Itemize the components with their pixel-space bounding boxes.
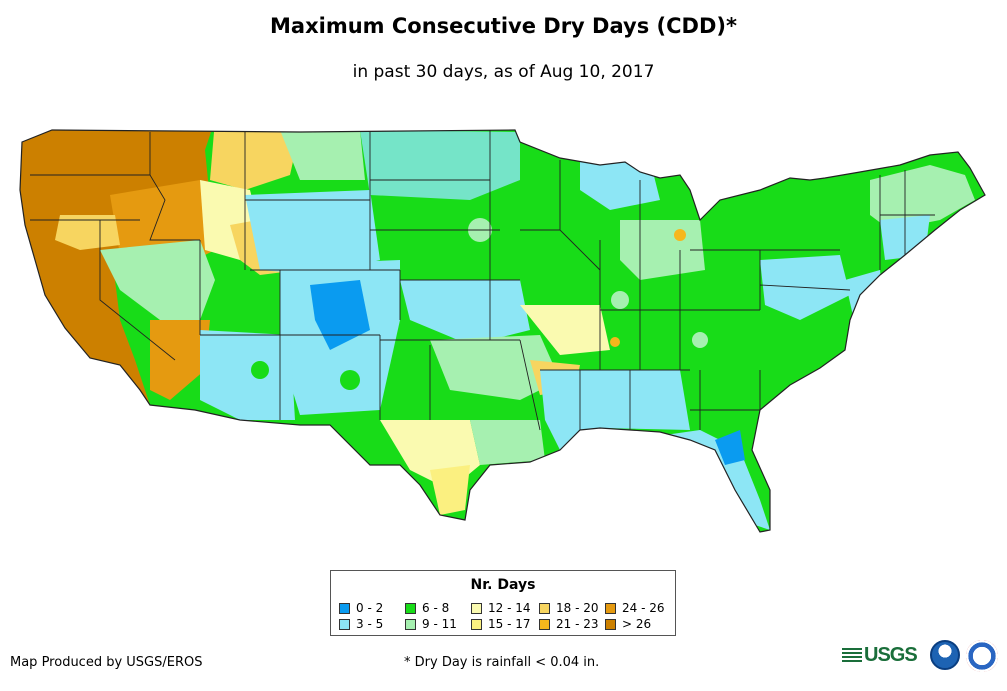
map-title: Maximum Consecutive Dry Days (CDD)*: [270, 14, 737, 38]
agency-logos: USGS: [842, 638, 1002, 680]
legend-item: 18 - 20: [539, 601, 599, 615]
legend-item: 6 - 8: [405, 601, 449, 615]
legend-swatch: [339, 618, 350, 630]
noaa-logo-icon: [930, 640, 960, 670]
legend-label: 21 - 23: [556, 617, 599, 631]
legend: Nr. Days 0 - 2 3 - 5 6 - 8 9 - 11 12 - 1…: [330, 570, 676, 636]
legend-swatch: [471, 602, 482, 614]
legend-swatch: [605, 602, 616, 614]
legend-item: 0 - 2: [339, 601, 383, 615]
legend-item: 12 - 14: [471, 601, 531, 615]
legend-swatch: [605, 618, 616, 630]
legend-swatch: [539, 602, 550, 614]
legend-item: 21 - 23: [539, 617, 599, 631]
usgs-logo: USGS: [842, 644, 918, 667]
nws-logo-icon: [966, 640, 998, 672]
map-subtitle: in past 30 days, as of Aug 10, 2017: [352, 62, 655, 82]
legend-label: 24 - 26: [622, 601, 665, 615]
legend-swatch: [405, 602, 416, 614]
usgs-wave-icon: [842, 647, 862, 664]
legend-swatch: [471, 618, 482, 630]
legend-item: > 26: [605, 617, 651, 631]
legend-label: 3 - 5: [356, 617, 384, 631]
legend-title: Nr. Days: [470, 577, 536, 593]
us-dry-days-map: [0, 120, 1007, 540]
legend-label: 6 - 8: [422, 601, 450, 615]
legend-label: 18 - 20: [556, 601, 599, 615]
legend-item: 9 - 11: [405, 617, 457, 631]
usgs-logo-text: USGS: [864, 644, 918, 666]
legend-label: 15 - 17: [488, 617, 531, 631]
legend-label: 0 - 2: [356, 601, 384, 615]
legend-item: 24 - 26: [605, 601, 665, 615]
legend-label: 12 - 14: [488, 601, 531, 615]
legend-swatch: [539, 618, 550, 630]
legend-label: 9 - 11: [422, 617, 457, 631]
legend-swatch: [405, 618, 416, 630]
map-fill: [20, 130, 985, 532]
legend-item: 3 - 5: [339, 617, 383, 631]
state-boundaries: [19, 129, 986, 533]
legend-swatch: [339, 602, 350, 614]
legend-item: 15 - 17: [471, 617, 531, 631]
map-credit: Map Produced by USGS/EROS: [10, 655, 203, 670]
legend-label: > 26: [622, 617, 652, 631]
dry-day-footnote: * Dry Day is rainfall < 0.04 in.: [404, 655, 600, 670]
